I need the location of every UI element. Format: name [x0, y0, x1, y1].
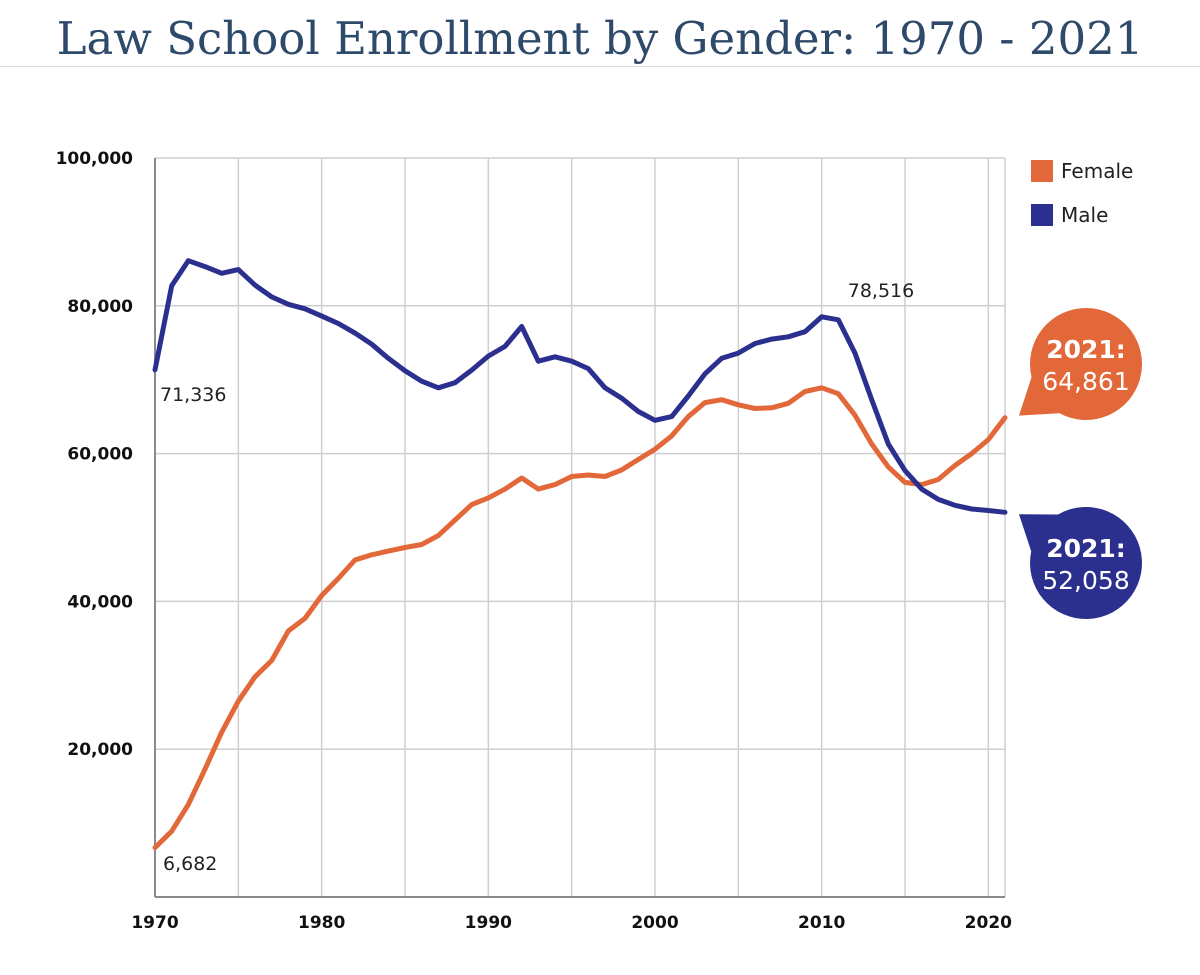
- grid: [155, 157, 1006, 897]
- male-peak-label: 78,516: [848, 280, 914, 302]
- legend-label-male: Male: [1061, 203, 1108, 227]
- x-tick-label: 2020: [965, 913, 1012, 933]
- male-start-label: 71,336: [160, 384, 226, 406]
- series-line-male: [152, 258, 1008, 515]
- x-tick-label: 1980: [298, 913, 345, 933]
- y-tick-label: 100,000: [56, 149, 134, 169]
- y-tick-label: 20,000: [67, 740, 133, 760]
- series-lines: [152, 258, 1008, 851]
- title-divider: [0, 66, 1200, 67]
- female-end-bubble-value: 64,861: [1042, 367, 1129, 396]
- x-tick-label: 1970: [131, 913, 178, 933]
- x-tick-label: 2000: [631, 913, 678, 933]
- x-tick-label: 2010: [798, 913, 845, 933]
- female-end-bubble: [1019, 308, 1143, 421]
- annotations: 6,682 71,336 78,516 2021: 64,861 2021: 52,058: [160, 280, 1143, 875]
- legend-label-female: Female: [1061, 159, 1133, 183]
- y-tick-label: 80,000: [67, 297, 133, 317]
- legend-swatch-female: [1031, 160, 1053, 182]
- male-end-bubble-year: 2021:: [1046, 534, 1126, 563]
- y-tick-label: 40,000: [67, 592, 133, 612]
- legend-swatch-male: [1031, 204, 1053, 226]
- female-start-label: 6,682: [163, 853, 217, 875]
- male-end-bubble-value: 52,058: [1042, 566, 1129, 595]
- x-tick-label: 1990: [465, 913, 512, 933]
- male-end-bubble: [1019, 506, 1142, 619]
- y-tick-label: 60,000: [67, 445, 133, 465]
- series-line-female: [152, 385, 1008, 851]
- axes: 20,000 40,000 60,000 80,000 100,000 1970 1980 1…: [56, 149, 1013, 933]
- female-end-bubble-year: 2021:: [1046, 335, 1126, 364]
- legend: Female Male: [1031, 159, 1133, 227]
- chart-title: Law School Enrollment by Gender: 1970 - …: [56, 12, 1144, 65]
